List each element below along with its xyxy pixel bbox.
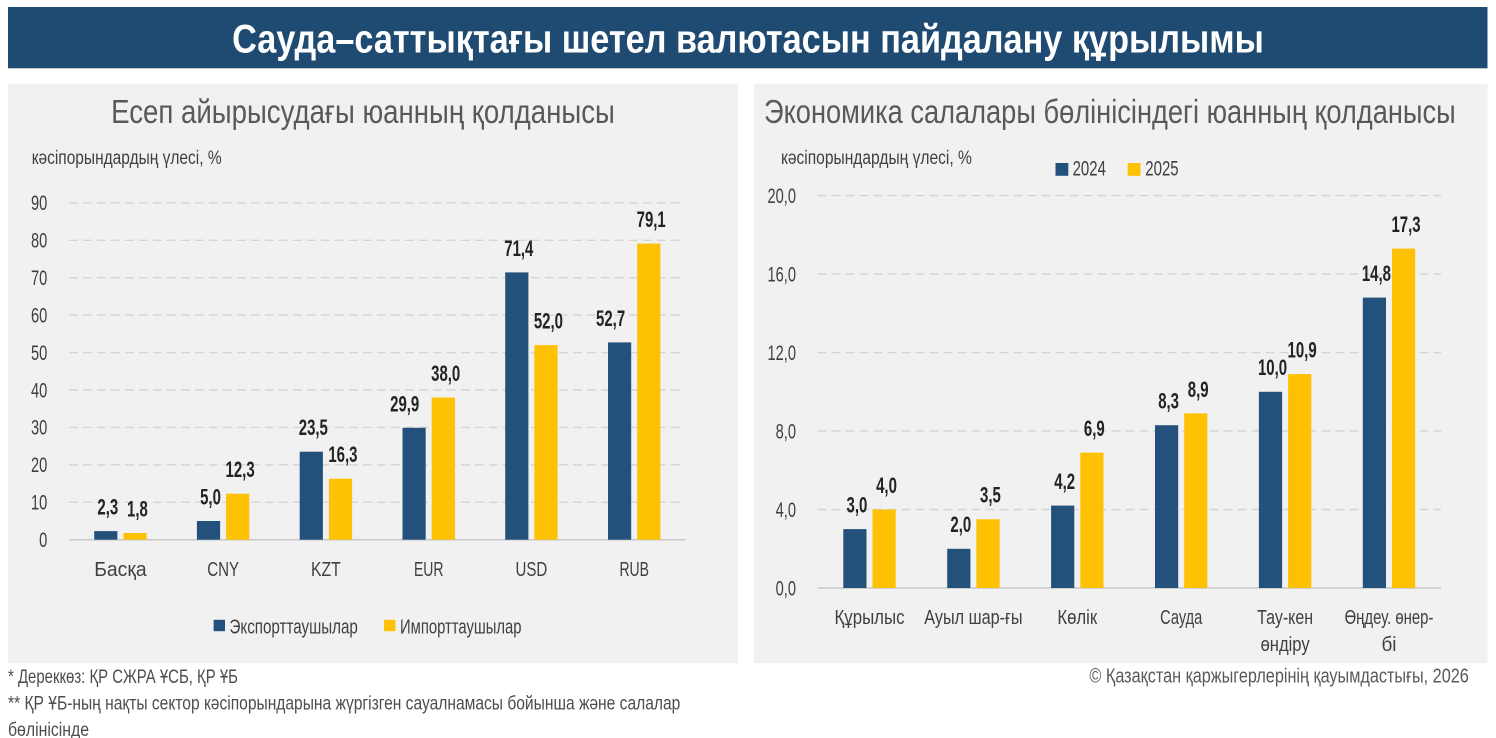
svg-text:KZT: KZT (311, 557, 341, 581)
svg-text:10: 10 (31, 490, 47, 515)
svg-text:20: 20 (31, 452, 47, 477)
svg-text:4,0: 4,0 (776, 497, 796, 522)
svg-text:4,0: 4,0 (876, 473, 897, 498)
svg-text:2,0: 2,0 (950, 512, 971, 537)
svg-text:Тау-кен: Тау-кен (1257, 605, 1313, 628)
svg-text:Ауыл шар-ғы: Ауыл шар-ғы (924, 605, 1022, 628)
svg-text:60: 60 (31, 303, 47, 328)
svg-text:Есеп айырысудағы юанның қолдан: Есеп айырысудағы юанның қолданысы (111, 94, 615, 131)
svg-text:3,5: 3,5 (980, 483, 1001, 508)
svg-text:Басқа: Басқа (94, 559, 147, 582)
svg-text:17,3: 17,3 (1391, 212, 1420, 237)
svg-text:Өңдеу. өнер-: Өңдеу. өнер- (1345, 606, 1434, 629)
svg-text:Экономика салалары бөлінісінде: Экономика салалары бөлінісіндегі юанның … (764, 95, 1456, 131)
svg-text:52,7: 52,7 (596, 306, 625, 331)
svg-text:16,3: 16,3 (328, 442, 357, 467)
svg-text:50: 50 (31, 340, 47, 365)
svg-text:RUB: RUB (619, 557, 648, 580)
svg-text:1,8: 1,8 (127, 497, 148, 522)
svg-text:0: 0 (39, 527, 47, 552)
svg-text:38,0: 38,0 (431, 361, 460, 386)
svg-text:Құрылыс: Құрылыс (834, 605, 904, 628)
svg-text:2025: 2025 (1145, 156, 1178, 180)
svg-text:6,9: 6,9 (1084, 416, 1105, 441)
svg-text:5,0: 5,0 (200, 485, 221, 510)
svg-text:USD: USD (516, 558, 548, 581)
svg-text:20,0: 20,0 (768, 183, 796, 208)
svg-text:2024: 2024 (1073, 156, 1106, 180)
svg-text:23,5: 23,5 (299, 415, 328, 440)
svg-text:бөлінісінде: бөлінісінде (8, 718, 89, 738)
svg-text:Экспорттаушылар: Экспорттаушылар (230, 615, 358, 638)
svg-text:52,0: 52,0 (534, 309, 563, 334)
svg-text:3,0: 3,0 (847, 493, 868, 518)
svg-text:кәсіпорындардың үлесі, %: кәсіпорындардың үлесі, % (32, 146, 222, 168)
svg-text:71,4: 71,4 (504, 236, 534, 261)
svg-text:Көлік: Көлік (1057, 605, 1098, 628)
svg-text:CNY: CNY (207, 558, 239, 581)
svg-text:Сауда: Сауда (1160, 606, 1202, 629)
svg-text:40: 40 (31, 377, 47, 402)
svg-text:14,8: 14,8 (1362, 261, 1391, 286)
svg-text:0,0: 0,0 (776, 575, 796, 600)
svg-text:70: 70 (31, 265, 47, 290)
svg-text:2,3: 2,3 (97, 495, 118, 520)
svg-text:өндіру: өндіру (1261, 632, 1311, 655)
svg-text:Сауда–саттықтағы шетел валютас: Сауда–саттықтағы шетел валютасын пайдала… (232, 16, 1264, 61)
svg-text:** ҚР ҰБ-ның нақты сектор кәсі: ** ҚР ҰБ-ның нақты сектор кәсіпорындарын… (8, 692, 680, 714)
svg-text:12,0: 12,0 (768, 340, 796, 365)
svg-text:4,2: 4,2 (1054, 469, 1075, 494)
svg-text:79,1: 79,1 (637, 207, 666, 232)
svg-text:EUR: EUR (414, 557, 443, 580)
svg-text:бі: бі (1381, 633, 1396, 656)
svg-text:80: 80 (31, 228, 47, 253)
svg-text:8,3: 8,3 (1158, 389, 1179, 414)
svg-text:кәсіпорындардың үлесі, %: кәсіпорындардың үлесі, % (781, 146, 972, 168)
svg-text:16,0: 16,0 (768, 262, 796, 287)
svg-text:10,9: 10,9 (1288, 338, 1317, 363)
svg-text:Импорттаушылар: Импорттаушылар (400, 615, 522, 638)
svg-text:8,9: 8,9 (1188, 377, 1209, 402)
svg-text:12,3: 12,3 (226, 457, 255, 482)
svg-text:* Дереккөз: ҚР СЖРА ҰСБ, ҚР ҰБ: * Дереккөз: ҚР СЖРА ҰСБ, ҚР ҰБ (8, 665, 238, 687)
svg-text:8,0: 8,0 (776, 418, 796, 443)
svg-text:90: 90 (31, 190, 47, 215)
svg-text:29,9: 29,9 (390, 391, 419, 416)
svg-text:© Қазақстан қаржыгерлерінің қа: © Қазақстан қаржыгерлерінің қауымдастығы… (1089, 664, 1468, 687)
svg-text:30: 30 (31, 415, 47, 440)
svg-text:10,0: 10,0 (1258, 355, 1287, 380)
